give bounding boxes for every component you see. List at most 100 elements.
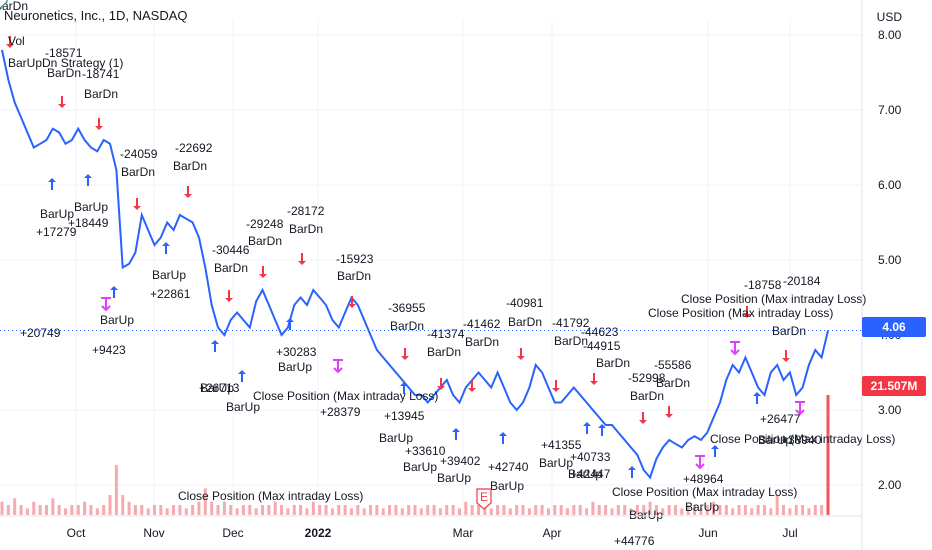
volume-bar [674, 505, 678, 515]
volume-bar [286, 508, 290, 515]
annotation-text: -18571 [45, 46, 83, 60]
volume-bar [807, 508, 811, 515]
annotation-text: Close Position (Max intraday Loss) [612, 485, 797, 499]
sell-arrow-icon [639, 412, 647, 424]
annotation-text: BarUp [490, 479, 524, 493]
strategy-markers [6, 36, 805, 478]
annotation-text: BarUp [758, 433, 792, 447]
volume-bar [222, 501, 226, 515]
volume-bar [419, 508, 423, 515]
volume-bar [64, 508, 68, 515]
annotation-text: BarUp [403, 460, 437, 474]
annotation-text: BarUp [629, 508, 663, 522]
volume-bar [642, 505, 646, 515]
volume-bar [127, 501, 131, 515]
volume-bar [349, 508, 353, 515]
volume-bar [6, 505, 10, 515]
annotation-text: +39402 [440, 454, 481, 468]
volume-bar [32, 501, 36, 515]
volume-bar [794, 505, 798, 515]
volume-bar [38, 505, 42, 515]
volume-bar [553, 505, 557, 515]
volume-bar [165, 508, 169, 515]
strategy-indicator-label[interactable]: BarUpDn Strategy (1) [8, 56, 124, 70]
volume-bar [159, 505, 163, 515]
volume-bar [95, 508, 99, 515]
annotation-text: BarUp [539, 456, 573, 470]
volume-bar [76, 505, 80, 515]
annotation-text: BarDn [47, 66, 81, 80]
volume-bar [470, 505, 474, 515]
volume-bar [540, 505, 544, 515]
annotation-text: +48964 [683, 472, 724, 486]
price-series-line[interactable] [1, 49, 829, 480]
volume-bar [591, 501, 595, 515]
annotation-text: +38940 [781, 433, 822, 447]
annotation-text: BarUp [568, 467, 602, 481]
volume-bar [667, 505, 671, 515]
volume-bar [13, 498, 17, 515]
annotation-text: -22692 [175, 141, 213, 155]
volume-bar [337, 505, 341, 515]
volume-bar [89, 505, 93, 515]
x-tick-label: Mar [453, 526, 474, 540]
annotation-text: BarDn [465, 335, 499, 349]
annotation-text: BarUp [437, 471, 471, 485]
volume-bar [19, 505, 23, 515]
x-tick-label: Oct [67, 526, 86, 540]
buy-arrow-icon [628, 466, 636, 478]
volume-bar [521, 505, 525, 515]
volume-bar [686, 505, 690, 515]
volume-bar [559, 505, 563, 515]
price-axis[interactable]: 2.003.004.005.006.007.008.00 [861, 0, 902, 550]
buy-arrow-icon [499, 432, 507, 444]
annotation-text: Close Position (Max intraday Loss) [648, 306, 833, 320]
annotation-text: +30283 [276, 345, 317, 359]
volume-bar [203, 488, 207, 515]
buy-arrow-icon [452, 428, 460, 440]
y-tick-label: 2.00 [878, 478, 902, 492]
annotation-text: BarUp [200, 381, 234, 395]
volume-bar [330, 508, 334, 515]
volume-series [0, 395, 830, 515]
volume-bar [629, 508, 633, 515]
annotation-text: BarUp [278, 360, 312, 374]
volume-bar [813, 505, 817, 515]
annotation-text: BarUp [379, 431, 413, 445]
annotation-text: -55586 [654, 358, 692, 372]
volume-bar [311, 501, 315, 515]
annotation-text: BarDn [656, 376, 690, 390]
annotation-text: -41462 [463, 317, 501, 331]
volume-bar [51, 498, 55, 515]
buy-arrow-icon [711, 445, 719, 457]
annotation-text: -44915 [583, 339, 621, 353]
x-tick-label: Dec [222, 526, 243, 540]
volume-bar [248, 505, 252, 515]
time-axis[interactable]: Oct Nov Dec 2022 Mar Apr Jun Jul [0, 515, 862, 540]
annotation-text: BarUp [226, 400, 260, 414]
volume-bar [235, 508, 239, 515]
volume-bar [152, 505, 156, 515]
annotation-text: BarDn [508, 315, 542, 329]
annotation-text: BarDn [554, 334, 588, 348]
volume-bar [83, 501, 87, 515]
volume-bar [70, 505, 74, 515]
earnings-marker-label: E [480, 490, 488, 504]
volume-bar [464, 501, 468, 515]
volume-bar [280, 505, 284, 515]
annotation-text: Close Position (Max intraday Loss) [681, 292, 866, 306]
annotation-text: BarDn [390, 319, 424, 333]
sell-arrow-icon [298, 253, 306, 265]
sell-arrow-icon [590, 373, 598, 385]
annotation-text: -18758 [744, 278, 782, 292]
volume-bar [438, 508, 442, 515]
volume-bar [489, 508, 493, 515]
volume-bar [267, 505, 271, 515]
annotation-text: BarDn [248, 234, 282, 248]
sell-arrow-icon [259, 266, 267, 278]
y-tick-label: 6.00 [878, 178, 902, 192]
volume-bar [324, 505, 328, 515]
volume-indicator-label[interactable]: Vol [8, 34, 25, 48]
buy-arrow-icon [753, 392, 761, 404]
